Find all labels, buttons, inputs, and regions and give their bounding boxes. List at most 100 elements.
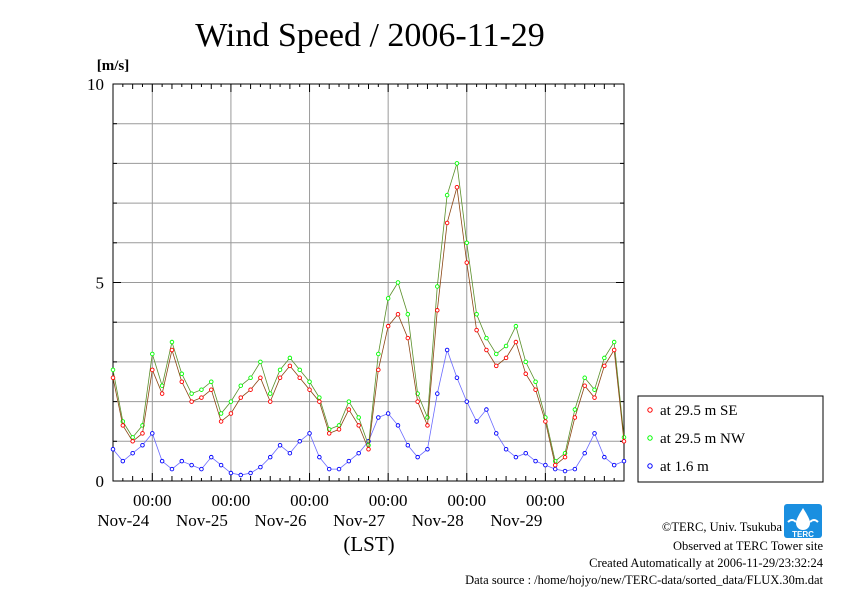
data-point — [238, 383, 243, 388]
data-point — [267, 391, 273, 396]
data-point — [572, 407, 578, 412]
data-point — [533, 387, 538, 392]
data-point — [317, 395, 322, 400]
data-point — [503, 446, 509, 452]
data-point — [307, 431, 312, 436]
x-tick-time-label: 00:00 — [212, 491, 251, 510]
data-point — [425, 415, 430, 420]
data-point — [120, 458, 126, 464]
axis-ticks — [112, 83, 625, 482]
data-point — [533, 379, 538, 385]
data-point — [228, 470, 234, 476]
data-point — [356, 423, 361, 428]
data-point — [611, 462, 617, 468]
data-point — [543, 462, 548, 468]
data-point — [602, 363, 607, 369]
data-point — [189, 462, 194, 468]
data-point — [317, 399, 322, 404]
data-point — [572, 415, 578, 420]
data-point — [179, 379, 185, 385]
data-point — [385, 411, 391, 416]
water-drop-icon — [796, 508, 810, 530]
legend-label: at 29.5 m NW — [660, 431, 746, 447]
data-point — [602, 454, 607, 460]
data-point — [267, 399, 273, 404]
data-point — [346, 407, 352, 412]
footer-site: Observed at TERC Tower site — [673, 539, 823, 553]
data-point — [248, 470, 253, 476]
data-point — [218, 462, 224, 468]
data-point — [376, 367, 381, 373]
data-point — [209, 454, 214, 460]
data-point — [484, 335, 489, 341]
footer-source: Data source : /home/hojyo/new/TERC-data/… — [465, 573, 823, 587]
y-tick-label: 0 — [96, 472, 105, 491]
data-point — [150, 431, 155, 436]
data-point — [385, 296, 391, 301]
data-point — [444, 347, 450, 353]
data-point — [209, 387, 214, 392]
legend-marker — [647, 407, 653, 413]
data-point — [484, 347, 489, 353]
x-tick-time-label: 00:00 — [369, 491, 408, 510]
data-point — [513, 339, 519, 345]
y-axis-unit-label: [m/s] — [97, 58, 130, 74]
data-point — [552, 466, 558, 472]
data-point — [494, 363, 499, 369]
data-point — [189, 391, 194, 396]
data-point — [346, 458, 352, 464]
data-point — [169, 339, 175, 345]
data-point — [130, 439, 135, 444]
data-point — [326, 466, 332, 472]
data-point — [395, 312, 401, 317]
data-point — [317, 454, 322, 460]
x-day-label: Nov-27 — [333, 511, 385, 530]
wave-icon — [787, 519, 819, 523]
series-line — [112, 187, 625, 466]
x-day-label: Nov-26 — [255, 511, 307, 530]
x-day-label: Nov-24 — [97, 511, 149, 530]
data-point — [582, 383, 587, 388]
logo-text: TERC — [792, 530, 814, 539]
data-point — [503, 343, 509, 349]
data-point — [444, 192, 450, 198]
x-tick-labels: 00:00Nov-2400:00Nov-2500:00Nov-2600:00No… — [97, 491, 564, 530]
data-point — [425, 446, 430, 452]
data-point — [258, 375, 263, 381]
data-point — [464, 399, 470, 404]
data-point — [169, 347, 175, 353]
data-point — [120, 423, 126, 428]
data-point — [454, 184, 460, 190]
data-point — [562, 454, 568, 460]
terc-logo: TERC — [784, 504, 822, 539]
data-point — [336, 427, 342, 432]
legend-marker — [647, 435, 653, 441]
series-line — [112, 348, 625, 476]
data-point — [435, 284, 440, 289]
data-point — [277, 375, 283, 381]
data-point — [513, 323, 519, 329]
y-tick-label: 5 — [96, 274, 105, 293]
data-point — [552, 462, 558, 468]
data-point — [179, 458, 185, 464]
data-point — [218, 419, 224, 424]
footer-created: Created Automatically at 2006-11-29/23:3… — [589, 556, 824, 570]
x-axis-label: (LST) — [343, 532, 394, 556]
data-point — [533, 458, 538, 464]
data-point — [150, 367, 155, 373]
data-point — [218, 411, 224, 416]
y-tick-labels: 0 5 10 — [87, 75, 104, 491]
legend: at 29.5 m SE at 29.5 m NW at 1.6 m — [637, 395, 824, 483]
data-point — [199, 395, 204, 400]
data-point — [199, 387, 204, 392]
data-point — [297, 439, 302, 444]
data-point — [287, 355, 293, 361]
data-point — [405, 312, 411, 317]
data-point — [494, 351, 499, 357]
data-point — [592, 395, 597, 400]
data-point — [474, 312, 479, 317]
data-point — [248, 375, 253, 381]
data-point — [415, 454, 420, 460]
data-point — [189, 399, 194, 404]
data-point — [376, 415, 381, 420]
